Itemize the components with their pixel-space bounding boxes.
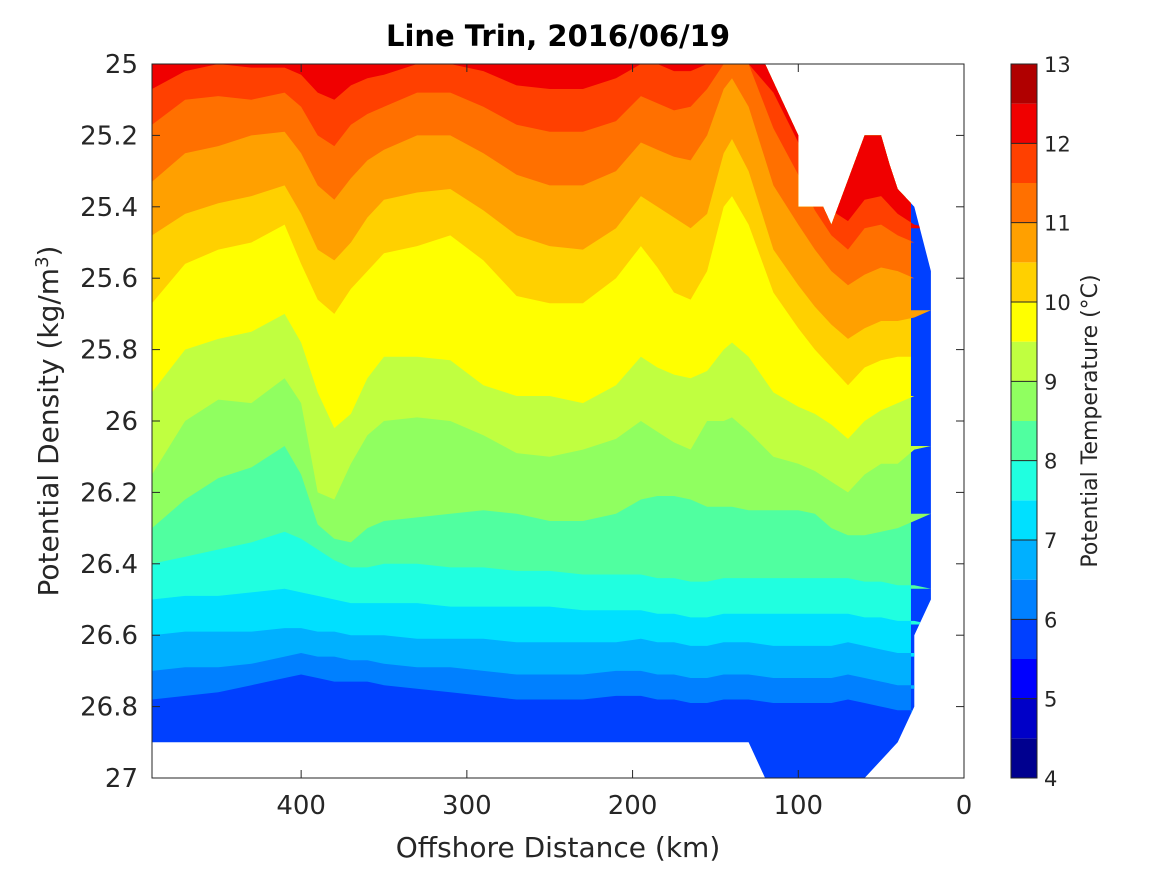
chart-title: Line Trin, 2016/06/19 (386, 19, 730, 53)
y-axis-title: Potential Density (kg/m3) (32, 246, 66, 597)
colorbar-segment (1011, 698, 1037, 739)
y-tick-label: 26.2 (80, 478, 138, 508)
colorbar-segment (1011, 103, 1037, 144)
y-tick-label: 25 (105, 50, 138, 80)
colorbar-segment (1011, 579, 1037, 620)
y-tick-label: 25.6 (80, 264, 138, 294)
x-tick-label: 300 (442, 791, 492, 821)
colorbar-segment (1011, 421, 1037, 461)
y-tick-label: 26.4 (80, 550, 138, 580)
y-tick-label: 27 (105, 764, 138, 794)
colorbar-tick-label: 7 (1044, 529, 1057, 553)
y-tick-label: 26.8 (80, 693, 138, 723)
colorbar-segment (1011, 262, 1037, 302)
colorbar-segment (1011, 222, 1037, 263)
x-tick-label: 200 (608, 791, 658, 821)
colorbar-tick-label: 6 (1044, 608, 1057, 632)
x-tick-label: 400 (276, 791, 326, 821)
x-tick-label: 0 (956, 791, 973, 821)
colorbar-tick-label: 5 (1044, 688, 1057, 712)
colorbar-title: Potential Temperature (°C) (1078, 274, 1103, 567)
colorbar-segment (1011, 460, 1037, 501)
colorbar-segment (1011, 619, 1037, 659)
colorbar-tick-label: 12 (1044, 132, 1071, 156)
colorbar-segment (1011, 500, 1037, 540)
y-axis-title-close: ) (32, 246, 65, 257)
y-axis: 25 25.2 25.4 25.6 25.8 26 26.2 26.4 26.6 26.8 27 (80, 50, 964, 794)
colorbar-tick-label: 4 (1044, 767, 1057, 791)
y-tick-label: 26 (105, 407, 138, 437)
contour-band-11-5 (152, 64, 931, 250)
colorbar-tick-label: 9 (1044, 370, 1057, 394)
x-axis-title: Offshore Distance (km) (396, 831, 721, 864)
y-tick-label: 25.2 (80, 121, 138, 151)
colorbar-segment (1011, 341, 1037, 382)
x-axis: 400 300 200 100 0 (276, 64, 972, 821)
colorbar-tick-label: 10 (1044, 291, 1071, 315)
colorbar-frame (1010, 63, 1038, 779)
colorbar: 4 5 6 7 8 9 10 11 12 13 (1011, 53, 1071, 791)
y-axis-title-superscript: 3 (32, 256, 53, 267)
y-axis-title-text: Potential Density (kg/m (32, 268, 65, 597)
colorbar-segment (1011, 302, 1037, 342)
colorbar-segment (1011, 183, 1037, 223)
colorbar-tick-label: 8 (1044, 450, 1057, 474)
colorbar-segment (1011, 659, 1037, 699)
y-tick-label: 25.4 (80, 193, 138, 223)
y-tick-label: 25.8 (80, 336, 138, 366)
y-tick-label: 26.6 (80, 621, 138, 651)
colorbar-tick-label: 11 (1044, 212, 1071, 236)
colorbar-segment (1011, 381, 1037, 421)
colorbar-segment (1011, 143, 1037, 183)
colorbar-segment (1011, 738, 1037, 778)
x-tick-label: 100 (773, 791, 823, 821)
colorbar-segment (1011, 540, 1037, 580)
colorbar-tick-label: 13 (1044, 53, 1071, 77)
colorbar-segment (1011, 64, 1037, 104)
